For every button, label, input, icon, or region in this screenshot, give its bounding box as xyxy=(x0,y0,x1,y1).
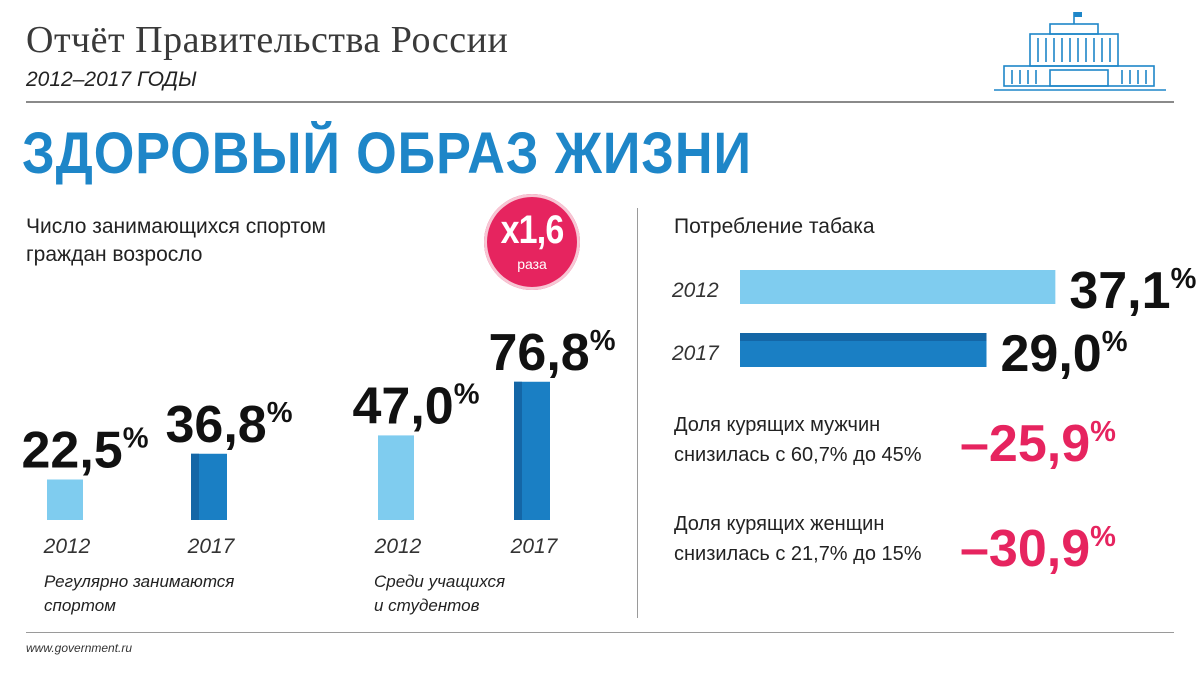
men-smoking-line1: Доля курящих мужчин xyxy=(674,414,881,436)
tobacco-bar-2012 xyxy=(740,270,1056,304)
group1-caption: Регулярно занимаются спортом xyxy=(44,570,234,618)
footer-divider xyxy=(26,632,1174,633)
value-label-regular-2017: 36,8% xyxy=(165,396,292,454)
header-divider xyxy=(26,101,1174,103)
report-title: Отчёт Правительства России xyxy=(26,19,509,61)
section-divider xyxy=(637,208,638,618)
group1-caption-line1: Регулярно занимаются xyxy=(44,572,235,591)
bar-shade-regular-2017 xyxy=(191,453,199,520)
year-label-regular-2012: 2012 xyxy=(43,535,91,558)
men-smoking-line2: снизилась с 60,7% до 45% xyxy=(674,444,922,466)
tobacco-bar-shade-2017 xyxy=(740,333,987,341)
women-smoking-line1: Доля курящих женщин xyxy=(674,513,885,535)
bar-students-2012 xyxy=(378,435,414,520)
year-label-students-2017: 2017 xyxy=(510,535,559,558)
men-change-value: –25,9% xyxy=(960,415,1116,473)
government-building-icon xyxy=(994,12,1166,91)
badge-unit: раза xyxy=(517,256,547,272)
group2-caption-line1: Среди учащихся xyxy=(374,572,506,591)
source-link[interactable]: www.government.ru xyxy=(26,641,133,655)
women-change-value: –30,9% xyxy=(960,520,1116,578)
sport-label-line1: Число занимающихся спортом xyxy=(26,215,326,238)
sport-label: Число занимающихся спортом граждан возро… xyxy=(26,213,326,269)
tobacco-year-2017: 2017 xyxy=(671,342,720,365)
group2-caption-line2: и студентов xyxy=(374,596,480,615)
men-smoking-text: Доля курящих мужчин снизилась с 60,7% до… xyxy=(674,410,922,470)
year-label-regular-2017: 2017 xyxy=(187,535,236,558)
group2-caption: Среди учащихся и студентов xyxy=(374,570,505,618)
growth-badge: х1,6 раза xyxy=(484,194,580,290)
value-label-students-2012: 47,0% xyxy=(352,377,479,435)
value-label-regular-2012: 22,5% xyxy=(21,422,148,480)
report-years: 2012–2017 ГОДЫ xyxy=(26,68,197,91)
women-smoking-text: Доля курящих женщин снизилась с 21,7% до… xyxy=(674,509,922,569)
women-smoking-line2: снизилась с 21,7% до 15% xyxy=(674,543,922,565)
tobacco-value-2017: 29,0% xyxy=(1001,325,1128,383)
badge-value: х1,6 xyxy=(500,208,565,252)
main-heading: ЗДОРОВЫЙ ОБРАЗ ЖИЗНИ xyxy=(22,121,752,186)
year-label-students-2012: 2012 xyxy=(374,535,422,558)
value-label-students-2017: 76,8% xyxy=(488,324,615,382)
sport-label-line2: граждан возросло xyxy=(26,243,203,266)
bar-regular-2012 xyxy=(47,479,83,520)
tobacco-value-2012: 37,1% xyxy=(1069,262,1196,320)
group1-caption-line2: спортом xyxy=(44,596,116,615)
tobacco-label: Потребление табака xyxy=(674,215,875,238)
bar-shade-students-2017 xyxy=(514,381,522,520)
tobacco-year-2012: 2012 xyxy=(671,279,719,302)
